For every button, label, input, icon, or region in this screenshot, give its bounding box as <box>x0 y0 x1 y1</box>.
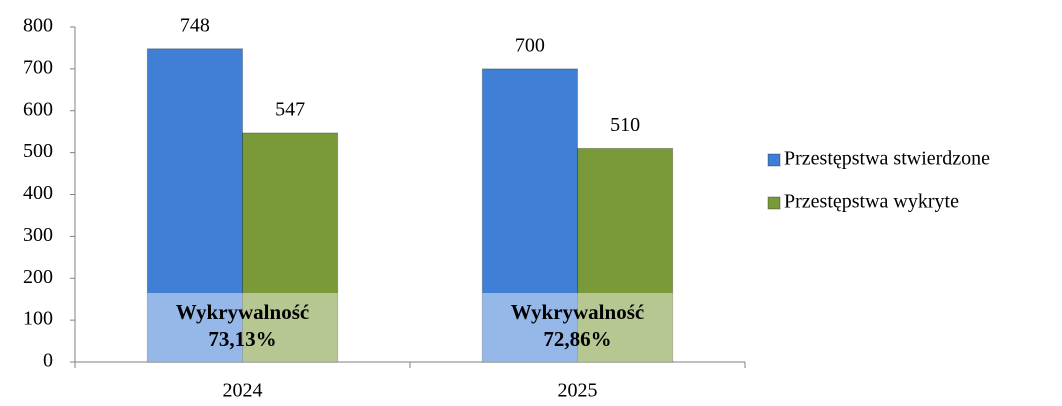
x-tick-label: 2024 <box>223 380 263 402</box>
y-tick-label: 800 <box>23 15 53 37</box>
value-label: 748 <box>180 14 210 36</box>
annotation-title: Wykrywalność <box>176 300 309 324</box>
annotation-box <box>482 293 673 362</box>
value-label: 700 <box>515 34 545 56</box>
legend-label: Przestępstwa stwierdzone <box>784 148 990 170</box>
y-tick-label: 500 <box>23 140 53 162</box>
annotation-title: Wykrywalność <box>511 300 644 324</box>
annotation-text: 73,13% <box>208 327 276 351</box>
y-tick-label: 700 <box>23 56 53 78</box>
bar <box>242 132 339 363</box>
y-tick-label: 200 <box>23 266 53 288</box>
y-tick-label: 0 <box>43 350 53 372</box>
annotation-text: 72,86% <box>543 327 611 351</box>
bar <box>481 68 578 363</box>
legend-swatch <box>767 196 781 210</box>
value-label: 547 <box>275 99 305 121</box>
y-tick-label: 300 <box>23 224 53 246</box>
x-tick-label: 2025 <box>558 380 598 402</box>
legend-label: Przestępstwa wykryte <box>784 191 959 213</box>
y-tick-label: 600 <box>23 98 53 120</box>
legend-swatch <box>767 153 781 167</box>
y-tick-label: 100 <box>23 308 53 330</box>
annotation-box <box>147 293 338 362</box>
bar <box>577 147 674 363</box>
y-tick-label: 400 <box>23 182 53 204</box>
value-label: 510 <box>610 114 640 136</box>
